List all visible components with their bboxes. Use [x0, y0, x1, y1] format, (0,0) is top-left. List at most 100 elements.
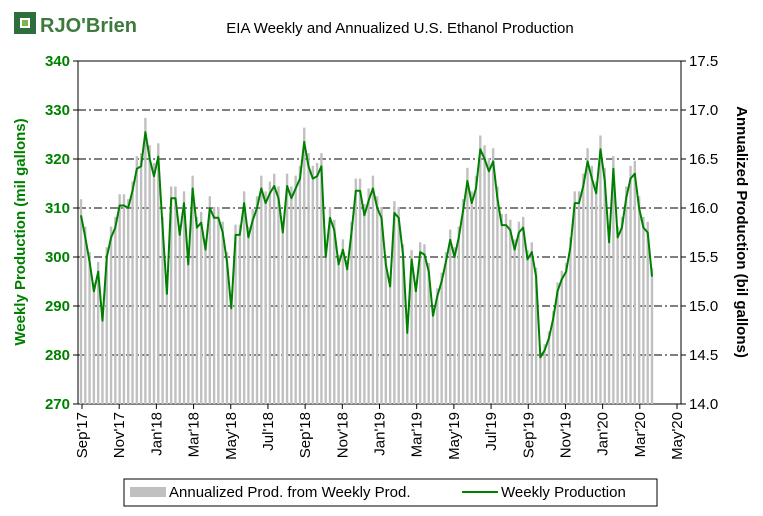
x-tick-label: Sep'19 — [520, 412, 537, 458]
bar — [195, 216, 199, 404]
bar — [328, 207, 332, 404]
bar — [294, 175, 297, 404]
bar — [440, 272, 443, 404]
bar — [272, 173, 276, 404]
bar — [264, 191, 267, 404]
y-left-tick-label: 270 — [45, 396, 70, 413]
y-axis-right-title: Annualized Production (bil gallons) — [733, 106, 750, 358]
bar — [367, 188, 370, 404]
x-tick-label: Jul'19 — [483, 412, 500, 451]
bar — [479, 135, 482, 405]
y-left-tick-label: 280 — [45, 347, 70, 364]
y-left-tick-label: 310 — [45, 200, 70, 217]
bar — [187, 255, 190, 404]
bar — [148, 145, 151, 404]
bar — [178, 224, 181, 404]
bar — [376, 196, 379, 404]
weekly-production-line — [80, 131, 653, 359]
bar — [363, 204, 366, 404]
x-tick-label: Jul'18 — [260, 412, 277, 451]
bar — [552, 310, 555, 404]
bar — [543, 344, 546, 404]
bar — [513, 239, 516, 404]
bar — [401, 244, 405, 404]
bar — [118, 194, 121, 404]
bar — [625, 186, 628, 404]
x-tick-label: Sep'18 — [297, 412, 314, 458]
bar — [633, 160, 637, 404]
logo: RJO'Brien — [14, 12, 137, 37]
line-series — [80, 131, 653, 359]
bar — [165, 286, 169, 404]
y-right-tick-label: 16.5 — [689, 151, 718, 168]
bar — [534, 267, 538, 404]
bar — [526, 250, 529, 404]
bar — [79, 199, 83, 404]
y-axis-right: 14.0 14.5 15.0 15.5 16.0 16.5 17.0 17.5 — [681, 53, 718, 413]
y-left-tick-label: 290 — [45, 298, 70, 315]
bar — [345, 259, 349, 404]
bar — [354, 178, 357, 404]
bar — [612, 156, 615, 404]
bar — [470, 191, 473, 404]
bar — [496, 186, 499, 404]
legend: Annualized Prod. from Weekly Prod. Weekl… — [123, 478, 658, 507]
bar — [418, 242, 422, 404]
bar — [461, 199, 465, 404]
x-tick-label: May'18 — [223, 412, 240, 460]
bar — [341, 239, 345, 404]
logo-mark-core-icon — [22, 20, 28, 26]
bar — [251, 208, 254, 404]
bar — [466, 167, 469, 404]
bar — [303, 127, 306, 404]
bar — [500, 213, 503, 404]
bar — [169, 186, 173, 404]
bar — [594, 181, 598, 404]
bar — [483, 145, 486, 404]
bar — [590, 165, 594, 404]
bar — [260, 175, 263, 404]
x-tick-label: Nov'18 — [334, 412, 351, 458]
bar — [324, 247, 327, 404]
bar — [616, 226, 619, 404]
bar — [277, 186, 280, 404]
y-left-tick-label: 340 — [45, 53, 70, 70]
x-tick-label: Jan'18 — [148, 412, 165, 456]
bar — [135, 156, 139, 404]
y-right-tick-label: 14.0 — [689, 396, 718, 413]
chart-title: EIA Weekly and Annualized U.S. Ethanol P… — [226, 20, 573, 37]
bar — [92, 282, 96, 404]
bar — [225, 252, 229, 404]
bar — [560, 270, 564, 404]
bar — [307, 153, 310, 404]
bar — [457, 226, 461, 404]
bar — [423, 244, 426, 404]
bar — [436, 288, 439, 404]
bar — [539, 352, 542, 404]
bar — [217, 207, 220, 404]
bar — [504, 213, 508, 404]
bar — [234, 224, 237, 404]
bar — [607, 231, 611, 404]
bar — [238, 224, 242, 404]
bar — [564, 262, 568, 404]
y-axis-left: 270 280 290 300 310 320 330 340 — [45, 53, 78, 413]
bar — [586, 148, 589, 404]
bar — [487, 158, 491, 404]
bar — [491, 148, 495, 404]
bar — [157, 143, 160, 404]
bar — [208, 196, 211, 404]
bar — [388, 277, 392, 404]
bar-series — [79, 117, 654, 405]
bar — [410, 250, 413, 404]
bar — [101, 312, 104, 404]
bar — [281, 221, 284, 404]
bar — [414, 282, 418, 404]
bar — [337, 255, 340, 404]
x-tick-label: Nov'17 — [111, 412, 128, 458]
x-tick-label: Nov'19 — [557, 412, 574, 458]
bar — [522, 216, 525, 404]
bar — [315, 162, 319, 404]
x-tick-label: Mar'20 — [632, 412, 649, 457]
